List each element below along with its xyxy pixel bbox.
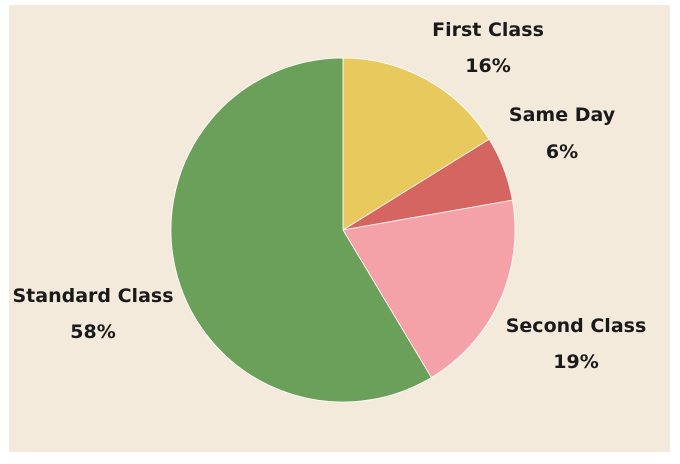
label-same-day: Same Day 6% — [509, 104, 616, 163]
pie-slice-standard-class — [170, 57, 432, 403]
slice-label-name: Same Day — [509, 104, 616, 126]
slice-label-pct: 16% — [465, 55, 510, 77]
slice-label-name: Second Class — [506, 315, 647, 337]
slice-label-pct: 6% — [546, 141, 578, 163]
label-second-class: Second Class 19% — [506, 315, 647, 373]
slice-label-name: Standard Class — [12, 285, 173, 307]
pie-slice-second-class — [342, 199, 516, 379]
slice-label-name: First Class — [432, 19, 544, 41]
slice-label-pct: 58% — [70, 321, 115, 343]
slice-label-pct: 19% — [553, 351, 598, 373]
label-standard-class: Standard Class 58% — [12, 285, 173, 343]
label-first-class: First Class 16% — [432, 19, 544, 77]
pie-slice-first-class — [342, 57, 490, 231]
pie-slices — [170, 57, 516, 403]
